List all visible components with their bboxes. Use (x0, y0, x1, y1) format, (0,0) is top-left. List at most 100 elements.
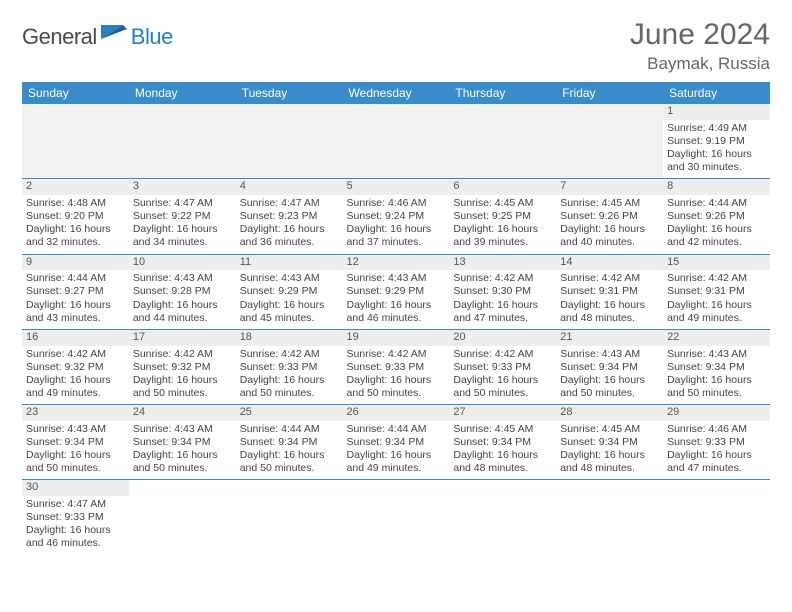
calendar-row: 30Sunrise: 4:47 AMSunset: 9:33 PMDayligh… (22, 480, 770, 555)
day-number: 19 (343, 330, 450, 346)
day-cell: 7 Sunrise: 4:45 AMSunset: 9:26 PMDaylight… (556, 179, 663, 254)
daylight-line: Daylight: 16 hours and 50 minutes. (453, 374, 552, 400)
logo-text-blue: Blue (131, 24, 173, 50)
daylight-line: Daylight: 16 hours and 40 minutes. (560, 223, 659, 249)
day-cell: 9Sunrise: 4:44 AMSunset: 9:27 PMDaylight… (22, 254, 129, 329)
day-cell: 8Sunrise: 4:44 AMSunset: 9:26 PMDaylight… (663, 179, 770, 254)
day-number: 18 (236, 330, 343, 346)
weekday-header: Saturday (663, 82, 770, 104)
day-number: 13 (449, 255, 556, 271)
daylight-line: Daylight: 16 hours and 42 minutes. (667, 223, 766, 249)
day-cell: 3Sunrise: 4:47 AMSunset: 9:22 PMDaylight… (129, 179, 236, 254)
sunset-line: Sunset: 9:34 PM (240, 436, 339, 449)
day-number: 25 (236, 405, 343, 421)
daylight-line: Daylight: 16 hours and 50 minutes. (240, 449, 339, 475)
sunrise-line: Sunrise: 4:42 AM (667, 272, 766, 285)
sunrise-line: Sunrise: 4:47 AM (26, 498, 125, 511)
daylight-line: Daylight: 16 hours and 46 minutes. (347, 299, 446, 325)
daylight-line: Daylight: 16 hours and 36 minutes. (240, 223, 339, 249)
sunrise-line: Sunrise: 4:45 AM (560, 423, 659, 436)
day-number: 28 (556, 405, 663, 421)
day-number: 4 (236, 179, 343, 195)
blank-cell (449, 104, 556, 179)
sunrise-line: Sunrise: 4:43 AM (133, 272, 232, 285)
sunrise-line: Sunrise: 4:42 AM (133, 348, 232, 361)
sunset-line: Sunset: 9:25 PM (453, 210, 552, 223)
daylight-line: Daylight: 16 hours and 50 minutes. (347, 374, 446, 400)
sunrise-line: Sunrise: 4:45 AM (453, 423, 552, 436)
day-cell: 15Sunrise: 4:42 AMSunset: 9:31 PMDayligh… (663, 254, 770, 329)
header: General Blue June 2024 Baymak, Russia (22, 18, 770, 74)
sunset-line: Sunset: 9:26 PM (667, 210, 766, 223)
day-cell: 23Sunrise: 4:43 AMSunset: 9:34 PMDayligh… (22, 405, 129, 480)
sunset-line: Sunset: 9:31 PM (667, 285, 766, 298)
sunrise-line: Sunrise: 4:43 AM (347, 272, 446, 285)
day-cell: 5Sunrise: 4:46 AMSunset: 9:24 PMDaylight… (343, 179, 450, 254)
day-cell: 13Sunrise: 4:42 AMSunset: 9:30 PMDayligh… (449, 254, 556, 329)
sunset-line: Sunset: 9:33 PM (347, 361, 446, 374)
blank-cell (556, 480, 663, 555)
daylight-line: Daylight: 16 hours and 50 minutes. (133, 374, 232, 400)
daylight-line: Daylight: 16 hours and 50 minutes. (240, 374, 339, 400)
day-cell: 28 Sunrise: 4:45 AMSunset: 9:34 PMDayligh… (556, 405, 663, 480)
daylight-line: Daylight: 16 hours and 48 minutes. (560, 449, 659, 475)
sunset-line: Sunset: 9:27 PM (26, 285, 125, 298)
calendar-body: 1Sunrise: 4:49 AMSunset: 9:19 PMDaylight… (22, 104, 770, 555)
calendar-row: 23Sunrise: 4:43 AMSunset: 9:34 PMDayligh… (22, 405, 770, 480)
calendar-row: 1Sunrise: 4:49 AMSunset: 9:19 PMDaylight… (22, 104, 770, 179)
weekday-header: Friday (556, 82, 663, 104)
sunrise-line: Sunrise: 4:45 AM (560, 197, 659, 210)
daylight-line: Daylight: 16 hours and 34 minutes. (133, 223, 232, 249)
day-number: 22 (663, 330, 770, 346)
sunrise-line: Sunrise: 4:46 AM (347, 197, 446, 210)
weekday-header: Sunday (22, 82, 129, 104)
blank-cell (449, 480, 556, 555)
day-number: 23 (22, 405, 129, 421)
day-cell: 25 Sunrise: 4:44 AMSunset: 9:34 PMDayligh… (236, 405, 343, 480)
flag-icon (101, 23, 129, 46)
day-number: 21 (556, 330, 663, 346)
sunset-line: Sunset: 9:26 PM (560, 210, 659, 223)
sunrise-line: Sunrise: 4:42 AM (453, 272, 552, 285)
day-cell: 24Sunrise: 4:43 AMSunset: 9:34 PMDayligh… (129, 405, 236, 480)
daylight-line: Daylight: 16 hours and 30 minutes. (667, 148, 766, 174)
sunset-line: Sunset: 9:32 PM (26, 361, 125, 374)
day-cell: 11Sunrise: 4:43 AMSunset: 9:29 PMDayligh… (236, 254, 343, 329)
daylight-line: Daylight: 16 hours and 49 minutes. (667, 299, 766, 325)
sunrise-line: Sunrise: 4:47 AM (240, 197, 339, 210)
title-block: June 2024 Baymak, Russia (630, 18, 770, 74)
blank-cell (236, 104, 343, 179)
blank-cell (663, 480, 770, 555)
day-number: 20 (449, 330, 556, 346)
calendar-row: 16Sunrise: 4:42 AMSunset: 9:32 PMDayligh… (22, 329, 770, 404)
daylight-line: Daylight: 16 hours and 44 minutes. (133, 299, 232, 325)
day-number: 27 (449, 405, 556, 421)
weekday-header: Monday (129, 82, 236, 104)
daylight-line: Daylight: 16 hours and 48 minutes. (453, 449, 552, 475)
sunset-line: Sunset: 9:33 PM (453, 361, 552, 374)
day-number: 3 (129, 179, 236, 195)
day-number: 15 (663, 255, 770, 271)
daylight-line: Daylight: 16 hours and 43 minutes. (26, 299, 125, 325)
daylight-line: Daylight: 16 hours and 50 minutes. (667, 374, 766, 400)
daylight-line: Daylight: 16 hours and 45 minutes. (240, 299, 339, 325)
sunrise-line: Sunrise: 4:43 AM (240, 272, 339, 285)
day-cell: 2Sunrise: 4:48 AMSunset: 9:20 PMDaylight… (22, 179, 129, 254)
sunset-line: Sunset: 9:34 PM (560, 436, 659, 449)
sunrise-line: Sunrise: 4:44 AM (26, 272, 125, 285)
day-cell: 19Sunrise: 4:42 AMSunset: 9:33 PMDayligh… (343, 329, 450, 404)
day-cell: 6Sunrise: 4:45 AMSunset: 9:25 PMDaylight… (449, 179, 556, 254)
sunset-line: Sunset: 9:19 PM (667, 135, 766, 148)
weekday-header: Tuesday (236, 82, 343, 104)
day-number: 7 (556, 179, 663, 195)
day-number: 5 (343, 179, 450, 195)
sunrise-line: Sunrise: 4:44 AM (240, 423, 339, 436)
day-number: 6 (449, 179, 556, 195)
day-cell: 21Sunrise: 4:43 AMSunset: 9:34 PMDayligh… (556, 329, 663, 404)
sunrise-line: Sunrise: 4:42 AM (560, 272, 659, 285)
sunset-line: Sunset: 9:34 PM (26, 436, 125, 449)
sunrise-line: Sunrise: 4:48 AM (26, 197, 125, 210)
day-number: 10 (129, 255, 236, 271)
day-number: 17 (129, 330, 236, 346)
sunset-line: Sunset: 9:31 PM (560, 285, 659, 298)
